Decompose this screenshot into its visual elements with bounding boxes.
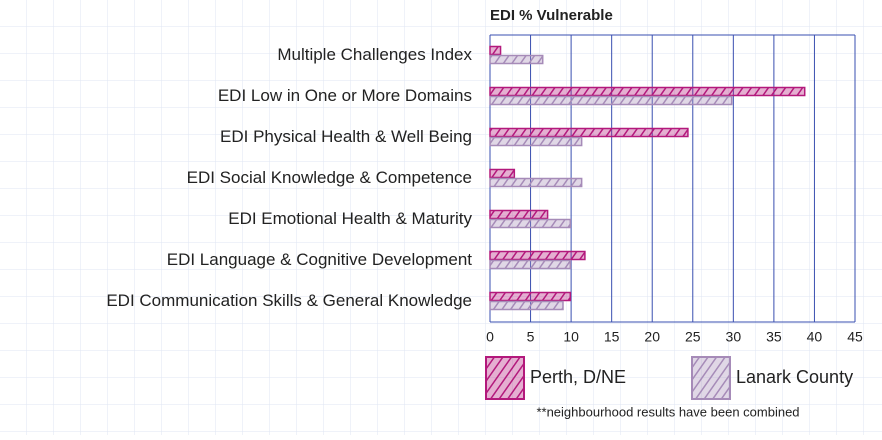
- footnote: **neighbourhood results have been combin…: [536, 404, 799, 419]
- bar: [489, 218, 572, 229]
- bar: [489, 54, 544, 65]
- y-tick-label: EDI Emotional Health & Maturity: [228, 209, 472, 228]
- legend-swatch: [691, 356, 731, 400]
- bar: [489, 300, 564, 311]
- bar: [489, 250, 586, 261]
- chart-title: EDI % Vulnerable: [490, 7, 613, 24]
- x-tick-label: 45: [847, 329, 863, 345]
- bar: [489, 209, 549, 220]
- legend-swatch: [485, 356, 525, 400]
- bar: [489, 127, 689, 138]
- bar: [489, 168, 516, 179]
- y-tick-label: EDI Communication Skills & General Knowl…: [106, 291, 472, 310]
- y-tick-label: EDI Low in One or More Domains: [218, 86, 472, 105]
- x-tick-label: 25: [685, 329, 701, 345]
- x-tick-label: 15: [604, 329, 620, 345]
- y-tick-label: EDI Language & Cognitive Development: [167, 250, 473, 269]
- legend-label: Perth, D/NE: [530, 367, 626, 387]
- bar: [489, 136, 583, 147]
- x-tick-label: 30: [726, 329, 742, 345]
- bar: [489, 95, 733, 106]
- bar: [489, 86, 806, 97]
- bar: [489, 259, 572, 270]
- bar: [489, 45, 502, 56]
- legend-label: Lanark County: [736, 367, 853, 387]
- x-tick-label: 0: [486, 329, 494, 345]
- y-tick-label: EDI Physical Health & Well Being: [220, 127, 472, 146]
- x-tick-label: 5: [527, 329, 535, 345]
- x-tick-label: 40: [807, 329, 823, 345]
- y-tick-label: EDI Social Knowledge & Competence: [187, 168, 472, 187]
- x-tick-label: 10: [563, 329, 579, 345]
- x-tick-label: 35: [766, 329, 782, 345]
- y-tick-label: Multiple Challenges Index: [277, 45, 472, 64]
- bar: [489, 291, 572, 302]
- bar: [489, 177, 583, 188]
- x-tick-label: 20: [644, 329, 660, 345]
